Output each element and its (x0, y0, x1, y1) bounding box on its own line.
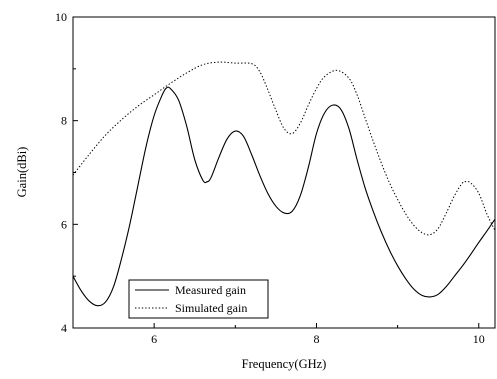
legend-label-measured: Measured gain (175, 283, 246, 297)
x-tick-label: 8 (313, 332, 319, 346)
series-line-measured-gain (72, 86, 496, 307)
y-tick-label: 8 (61, 114, 67, 128)
y-tick-label: 10 (55, 10, 67, 24)
data-series (72, 61, 496, 307)
legend-label-simulated: Simulated gain (175, 301, 247, 315)
x-axis-label: Frequency(GHz) (242, 357, 327, 371)
y-tick-label: 4 (61, 321, 67, 335)
y-axis-label: Gain(dBi) (15, 147, 29, 198)
x-tick-label: 6 (151, 332, 157, 346)
axis-ticks (72, 16, 480, 329)
x-tick-label: 10 (473, 332, 485, 346)
series-line-simulated-gain (72, 61, 496, 236)
legend: Measured gain Simulated gain (128, 279, 269, 319)
axis-tick-labels: 6 8 10 4 6 8 10 (55, 10, 485, 346)
legend-box (128, 279, 269, 319)
y-tick-label: 6 (61, 217, 67, 231)
